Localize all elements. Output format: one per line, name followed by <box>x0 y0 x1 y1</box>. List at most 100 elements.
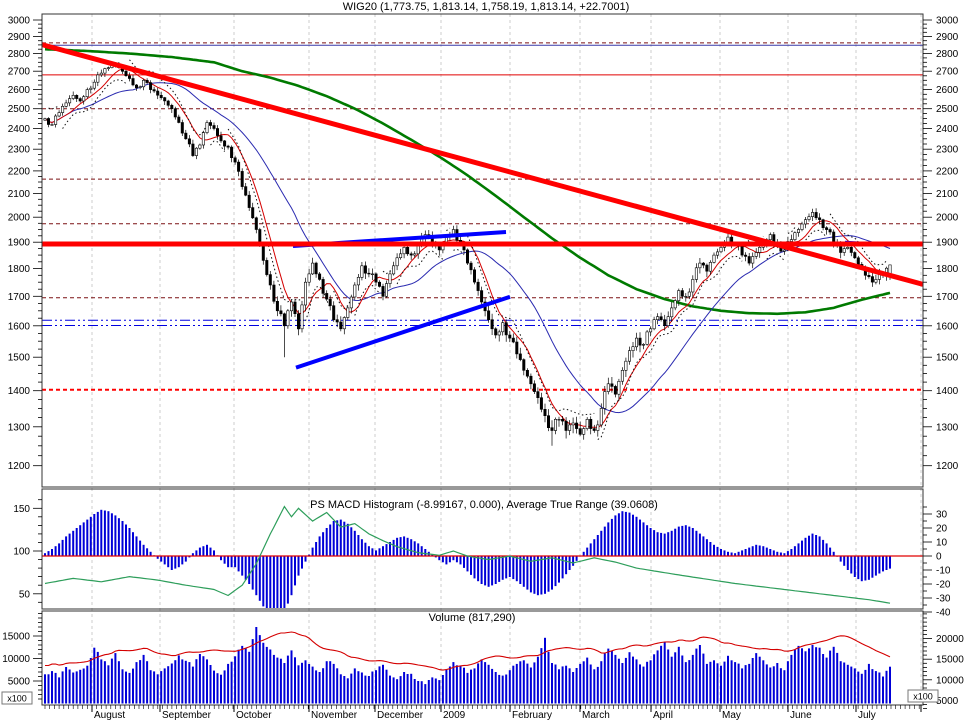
sar-dotted-line <box>745 235 764 245</box>
volume-plot-area[interactable] <box>42 611 923 705</box>
macd-axis-label-left: 100 <box>13 547 30 558</box>
volume-axis-label-left: 10000 <box>2 654 30 665</box>
volume-panel-title: Volume (817,290) <box>429 612 516 624</box>
main-plot-area[interactable] <box>42 14 923 487</box>
price-axis-label-right: 1700 <box>936 292 959 303</box>
volume-axis-label-left: 15000 <box>2 632 30 643</box>
month-label: March <box>582 710 610 721</box>
sar-dotted-line <box>766 252 785 262</box>
macd-axis-label-right: 0 <box>936 552 942 563</box>
price-axis-label-right: 2700 <box>936 67 959 78</box>
month-label: February <box>512 710 552 721</box>
scale-unit-box-left <box>1 691 33 705</box>
month-label: June <box>790 710 812 721</box>
month-label: April <box>653 710 673 721</box>
chart-render-root: 3000 3000 2900 2900 2800 2800 2700 2700 2600 2600… <box>1 13 964 721</box>
support-resistance-lines[interactable] <box>42 42 923 391</box>
ma-200-line <box>44 47 891 316</box>
month-label: May <box>722 710 741 721</box>
macd-axis-label-right: -20 <box>936 580 951 591</box>
macd-axis-label-right: 30 <box>936 510 948 521</box>
sar-dotted-line <box>396 250 444 285</box>
scale-unit-label: x100 <box>913 692 933 702</box>
price-axis-label-left: 2500 <box>8 104 31 115</box>
price-axis-label-right: 2200 <box>936 166 959 177</box>
sar-dotted-line <box>227 128 303 303</box>
price-axis-label-right: 1200 <box>936 461 959 472</box>
month-gridlines <box>91 14 922 705</box>
month-label: December <box>377 710 424 721</box>
price-axis-label-right: 2000 <box>936 213 959 224</box>
volume-axis-label-right: 5000 <box>936 696 959 707</box>
atr-line <box>44 505 891 604</box>
scale-unit-label: x100 <box>7 694 27 704</box>
price-axis-label-right: 1800 <box>936 264 959 275</box>
volume-ma-line <box>45 631 891 671</box>
price-axis-label-left: 2100 <box>8 189 31 200</box>
price-axis-label-right: 1300 <box>936 422 959 433</box>
macd-histogram <box>42 505 923 608</box>
sar-dotted-line <box>354 284 380 316</box>
price-axis-label-right: 1400 <box>936 386 959 397</box>
trendlines[interactable] <box>41 42 924 370</box>
price-axis-label-left: 2800 <box>8 49 31 60</box>
sar-dotted-line <box>467 235 595 416</box>
month-label: September <box>162 710 212 721</box>
panel-borders <box>41 13 924 706</box>
volume-bars <box>44 627 891 704</box>
price-axis-label-left: 1400 <box>8 386 31 397</box>
month-label: August <box>94 710 125 721</box>
price-axis-label-left: 1600 <box>8 321 31 332</box>
macd-axis-label-right: 20 <box>936 524 948 535</box>
month-label: July <box>858 710 876 721</box>
price-axis-label-left: 2700 <box>8 67 31 78</box>
price-axis-label-left: 2600 <box>8 85 31 96</box>
price-axis-label-right: 1500 <box>936 353 959 364</box>
month-label: October <box>236 710 272 721</box>
sar-dotted-line <box>787 227 796 234</box>
macd-axis-label-left: 150 <box>13 504 30 515</box>
price-axis-label-right: 2900 <box>936 32 959 43</box>
price-axis-label-left: 2000 <box>8 213 31 224</box>
price-axis-label-left: 1500 <box>8 353 31 364</box>
macd-axis-label-left: 50 <box>19 589 31 600</box>
price-axis-label-right: 2500 <box>936 104 959 115</box>
volume-axis-label-right: 15000 <box>936 655 964 666</box>
volume-axis-label-right: 10000 <box>936 675 964 686</box>
macd-panel-title: PS MACD Histogram (-8.99167, 0.000), Ave… <box>310 499 658 511</box>
price-axis-label-right: 1900 <box>936 238 959 249</box>
price-axis-label-right: 1600 <box>936 321 959 332</box>
month-label: 2009 <box>443 710 466 721</box>
price-axis-label-left: 1200 <box>8 461 31 472</box>
macd-axis-label-right: 10 <box>936 538 948 549</box>
price-axis-label-left: 2400 <box>8 124 31 135</box>
sar-dotted-line <box>798 229 827 250</box>
price-axis-label-right: 3000 <box>936 16 959 27</box>
scale-unit-boxes: x100 x100 <box>1 689 939 705</box>
volume-axis-label-left: 5000 <box>8 677 31 688</box>
axes: 3000 3000 2900 2900 2800 2800 2700 2700 2600 2600… <box>2 16 964 709</box>
candlesticks <box>43 62 892 446</box>
price-axis-label-left: 1800 <box>8 264 31 275</box>
price-axis-label-right: 2300 <box>936 145 959 156</box>
month-label: November <box>311 710 358 721</box>
price-axis-label-right: 2600 <box>936 85 959 96</box>
price-axis-label-right: 2100 <box>936 189 959 200</box>
price-axis-label-left: 3000 <box>8 16 31 27</box>
price-axis-label-left: 1700 <box>8 292 31 303</box>
price-axis-label-left: 2900 <box>8 32 31 43</box>
price-axis-label-left: 1900 <box>8 238 31 249</box>
macd-axis-label-right: -30 <box>936 594 951 605</box>
macd-axis-label-right: -10 <box>936 566 951 577</box>
volume-axis-label-right: 20000 <box>936 634 964 645</box>
wedge-lower-line[interactable] <box>295 294 511 370</box>
scale-unit-box-right <box>907 689 939 703</box>
sar-dotted-line <box>446 227 451 232</box>
time-axis: August September October November December 20… <box>44 705 922 721</box>
main-chart-title: WIG20 (1,773.75, 1,813.14, 1,758.19, 1,8… <box>343 1 630 13</box>
sar-dotted-line <box>129 59 208 136</box>
sar-dotted-line <box>210 140 226 152</box>
price-axis-label-right: 2400 <box>936 124 959 135</box>
